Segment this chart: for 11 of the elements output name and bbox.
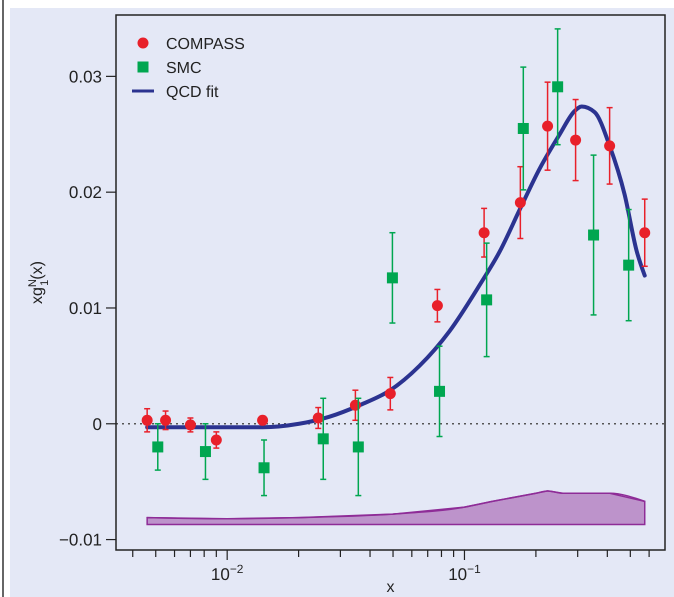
legend-label: QCD fit [166,84,219,101]
y-tick-label: 0.01 [68,298,102,318]
y-tick-label: 0.02 [68,183,102,202]
y-tick-label: 0.03 [68,67,102,86]
y-tick-label: −0.01 [58,530,102,550]
x-tick-label: 10$^{−2}$ [210,562,244,584]
legend-label: SMC [166,60,202,77]
x-axis-title: x [386,579,394,596]
x-tick-label: 10$^{−1}$ [448,562,482,584]
legend-label: COMPASS [166,36,245,53]
y-tick-label: 0 [92,414,102,434]
